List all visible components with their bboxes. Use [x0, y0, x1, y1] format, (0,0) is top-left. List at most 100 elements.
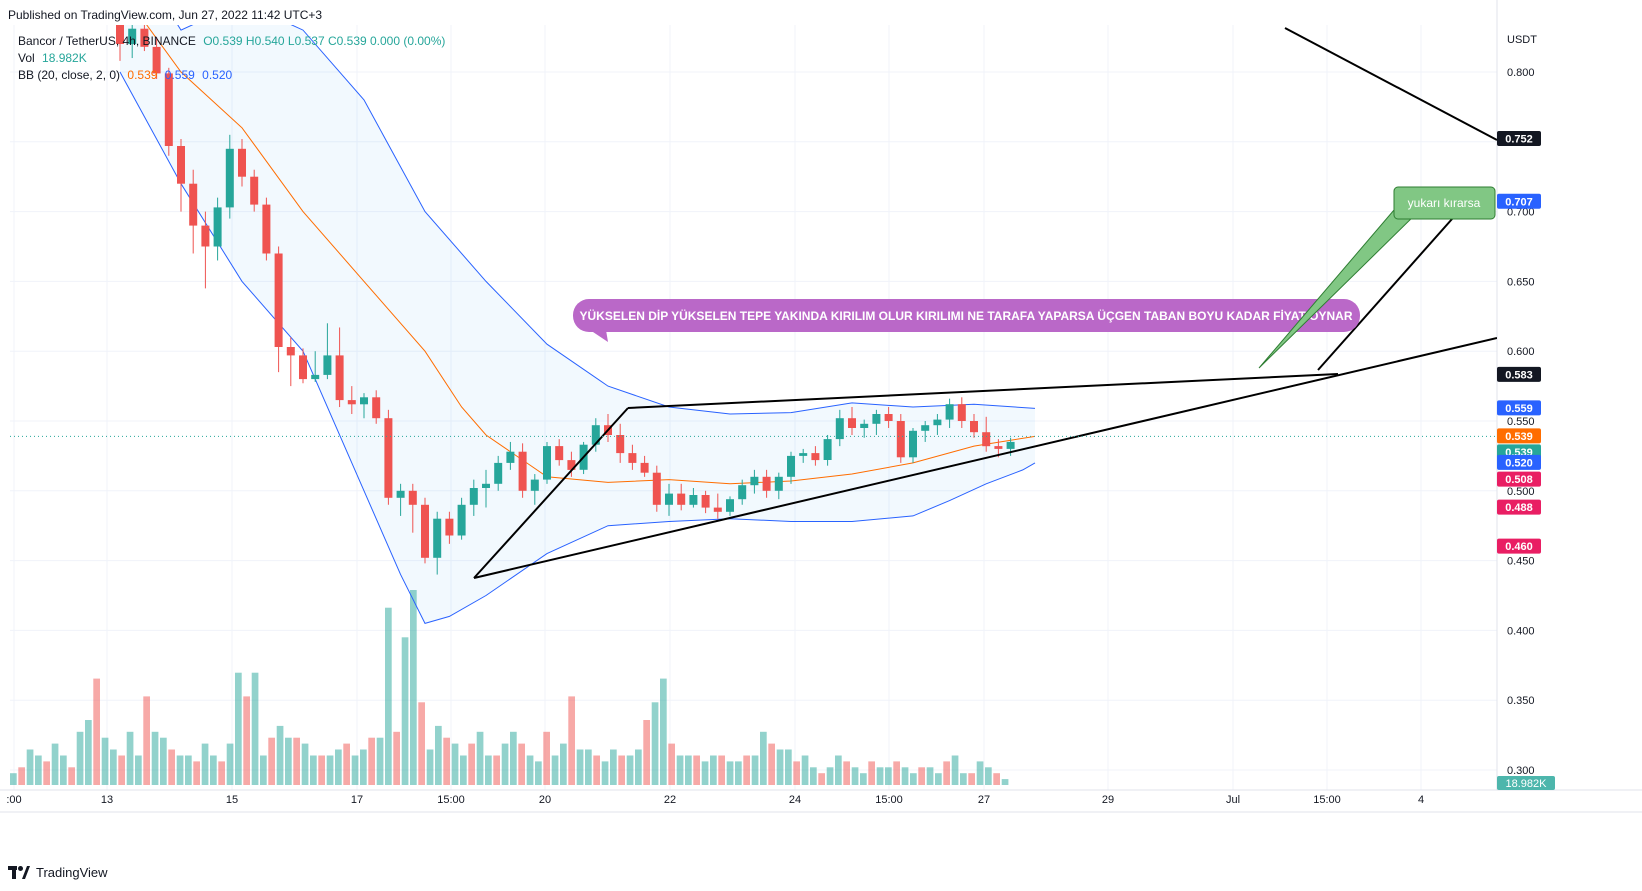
x-tick-label: 22: [664, 794, 676, 806]
volume-bar: [310, 755, 317, 785]
candle-body: [543, 446, 551, 480]
price-label-box: [1497, 499, 1541, 515]
volume-bar: [676, 755, 684, 785]
volume-bar: [360, 749, 367, 785]
candle-body: [628, 453, 637, 463]
candle-body: [506, 451, 515, 463]
published-header: Published on TradingView.com, Jun 27, 20…: [8, 8, 323, 22]
volume-bar: [1001, 779, 1009, 785]
y-tick-label: 0.800: [1507, 67, 1535, 79]
legend-bb-label[interactable]: BB (20, close, 2, 0): [18, 68, 121, 82]
price-label-text: 0.508: [1505, 474, 1533, 486]
volume-bar: [376, 737, 384, 785]
volume-bar: [35, 755, 42, 785]
callout-box: [573, 299, 1360, 332]
candle-body: [677, 493, 686, 505]
candle-body: [640, 462, 649, 473]
x-tick-label: 24: [789, 794, 801, 806]
legend-vol-label[interactable]: Vol: [18, 51, 35, 65]
volume-bar: [51, 743, 59, 785]
candle-body: [994, 446, 1003, 449]
volume-bar: [268, 737, 275, 785]
volume-bar: [226, 743, 234, 785]
volume-bar: [235, 672, 242, 785]
volume-bar: [43, 761, 50, 785]
candle-body: [567, 460, 576, 470]
volume-bar: [10, 773, 17, 785]
volume-label-box: [1497, 776, 1555, 790]
volume-bar: [393, 731, 400, 785]
volume-bar: [735, 761, 742, 785]
volume-bar: [385, 607, 392, 785]
volume-label-text: 18.982K: [1506, 778, 1548, 790]
candle-body: [909, 430, 917, 458]
price-label-text: 0.752: [1505, 134, 1533, 146]
price-label-box: [1497, 428, 1541, 444]
candle-body: [872, 414, 881, 424]
y-tick-label: 0.450: [1507, 556, 1535, 568]
candle-body: [201, 225, 210, 247]
price-label-box: [1497, 400, 1541, 416]
candle-body: [970, 421, 978, 433]
candle-body: [799, 453, 808, 456]
volume-bar: [318, 755, 325, 785]
volume-bar: [860, 773, 867, 785]
candlesticks: [116, 25, 1015, 575]
volume-bar: [26, 749, 34, 785]
trendline-drawings[interactable]: YÜKSELEN DİP YÜKSELEN TEPE YAKINDA KIRIL…: [473, 27, 1497, 579]
price-label-text: 0.460: [1505, 541, 1533, 553]
candle-body: [189, 183, 198, 226]
price-axis[interactable]: USDT0.8000.7500.7000.6500.6000.5500.5000…: [1507, 34, 1537, 777]
tradingview-footer: TradingView: [8, 865, 108, 880]
x-tick-label: 15:00: [1313, 794, 1341, 806]
volume-bar: [976, 761, 984, 785]
x-tick-label: 15:00: [875, 794, 903, 806]
volume-bar: [260, 755, 267, 785]
price-label-box: [1497, 193, 1541, 209]
candle-body: [384, 418, 393, 498]
volume-bar: [593, 755, 600, 785]
volume-bar: [893, 761, 900, 785]
candle-body: [787, 455, 795, 477]
volume-bar: [535, 761, 542, 785]
candle-body: [750, 476, 759, 486]
volume-bar: [718, 755, 725, 785]
volume-bar: [785, 749, 792, 785]
volume-bar: [168, 749, 175, 785]
volume-bar: [643, 720, 650, 785]
volume-bar: [868, 761, 875, 785]
volume-bar: [693, 755, 700, 785]
legend-symbol[interactable]: Bancor / TetherUS, 4h, BINANCE: [18, 34, 196, 48]
volume-bar: [543, 731, 550, 785]
volume-bar: [843, 761, 850, 785]
candle-body: [896, 421, 905, 458]
x-tick-label: Jul: [1226, 794, 1240, 806]
candle-body: [335, 355, 344, 401]
volume-bar: [501, 743, 509, 785]
price-label-text: 0.520: [1505, 457, 1533, 469]
volume-bar: [118, 755, 125, 785]
volume-bar: [760, 731, 767, 785]
volume-bar: [701, 761, 709, 785]
volume-bars: [10, 590, 1009, 785]
price-label-box: [1497, 131, 1541, 146]
currency-label: USDT: [1507, 34, 1537, 46]
candle-body: [262, 204, 271, 254]
triangle-top-line: [627, 373, 1339, 409]
volume-bar: [251, 672, 259, 785]
legend-symbol-line: Bancor / TetherUS, 4h, BINANCE O0.539 H0…: [18, 34, 445, 48]
x-tick-label: 17: [351, 794, 363, 806]
price-label-text: 0.559: [1505, 403, 1533, 415]
candle-body: [530, 479, 539, 491]
y-tick-label: 0.600: [1507, 346, 1535, 358]
volume-bar: [576, 749, 584, 785]
time-axis[interactable]: :00 13 15 17 15:00 20 22 24 15:00 27 29 Jul 15:00 4: [6, 794, 1424, 806]
note-annotation: yukarı kırarsa: [1258, 186, 1496, 369]
volume-bar: [243, 696, 250, 785]
candle-body: [774, 476, 783, 491]
candle-body: [884, 414, 893, 421]
volume-bar: [135, 755, 142, 785]
candle-body: [250, 176, 259, 205]
